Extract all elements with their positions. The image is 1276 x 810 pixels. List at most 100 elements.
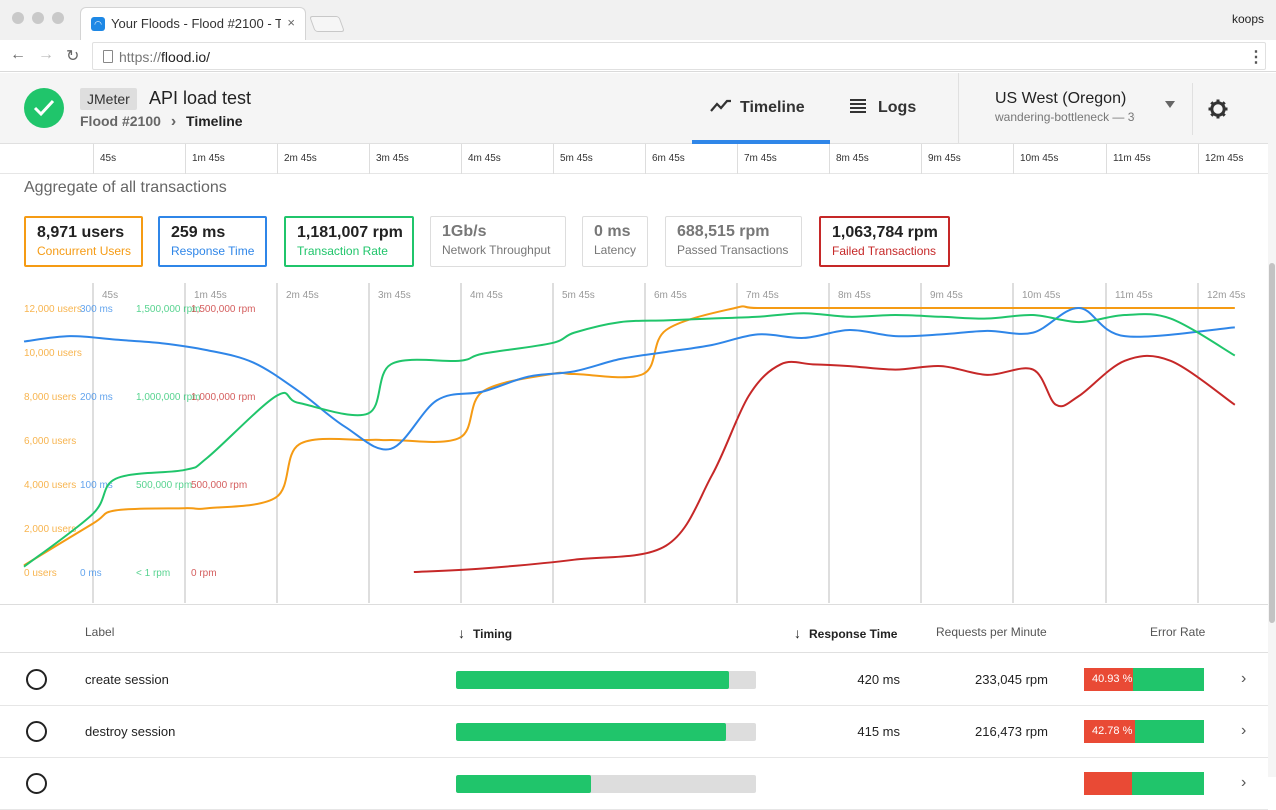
table-row[interactable]: destroy session 415 ms 216,473 rpm 42.78 % › [0, 706, 1268, 758]
reload-icon[interactable]: ↻ [66, 48, 80, 65]
browser-tab-strip: ◠ Your Floods - Flood #2100 - T × koops [0, 0, 1276, 40]
profile-name[interactable]: koops [1231, 12, 1264, 26]
series-line-concurrent-users[interactable] [23, 305, 1235, 567]
y-tick-label: 1,500,000 rpm [136, 304, 201, 315]
x-tick-label: 4m 45s [470, 290, 503, 301]
series-line-failed-transactions[interactable] [413, 354, 1236, 573]
region-selector[interactable]: US West (Oregon) wandering-bottleneck — … [958, 73, 1186, 144]
error-rate-fill [1084, 720, 1136, 743]
stat-value: 8,971 users [37, 224, 125, 241]
maximize-window-button[interactable] [52, 12, 64, 24]
y-tick-label: < 1 rpm [136, 568, 170, 579]
time-tick: 2m 45s [277, 144, 317, 174]
page-scrollbar[interactable] [1268, 73, 1276, 777]
x-tick-label: 6m 45s [654, 290, 687, 301]
y-tick-label: 0 users [24, 568, 57, 579]
x-tick-label: 8m 45s [838, 290, 871, 301]
browser-tab[interactable]: ◠ Your Floods - Flood #2100 - T × [80, 7, 306, 40]
stat-card[interactable]: 8,971 users Concurrent Users [24, 216, 143, 267]
tab-timeline-label: Timeline [740, 99, 805, 116]
stat-card[interactable]: 1Gb/s Network Throughput [430, 216, 566, 267]
error-rate-bar [1084, 772, 1204, 795]
chevron-right-icon[interactable]: › [1241, 670, 1247, 687]
chevron-right-icon[interactable]: › [1241, 722, 1247, 739]
stat-card[interactable]: 0 ms Latency [582, 216, 648, 267]
list-icon [850, 99, 866, 113]
error-rate-column-header[interactable]: Error Rate [1150, 625, 1206, 639]
y-tick-label: 1,000,000 rpm [136, 392, 201, 403]
stat-label: Latency [594, 243, 637, 257]
chevron-down-icon [1165, 101, 1175, 108]
response-time-value: 420 ms [857, 672, 900, 687]
close-window-button[interactable] [12, 12, 24, 24]
y-tick-label: 500,000 rpm [191, 480, 247, 491]
x-tick-label: 3m 45s [378, 290, 411, 301]
timing-bar-fill [456, 723, 726, 741]
stat-label: Failed Transactions [832, 244, 937, 258]
region-name: US West (Oregon) [995, 90, 1127, 107]
flood-favicon-icon: ◠ [91, 17, 105, 31]
label-column-header[interactable]: Label [85, 625, 115, 639]
scrollbar-thumb[interactable] [1269, 263, 1275, 623]
rpm-value: 216,473 rpm [975, 724, 1048, 739]
minimize-window-button[interactable] [32, 12, 44, 24]
gear-icon [1208, 99, 1228, 119]
stat-label: Concurrent Users [37, 244, 132, 258]
row-select-radio[interactable] [26, 669, 47, 690]
tab-logs[interactable]: Logs [850, 73, 930, 144]
browser-toolbar: ← → ↻ https://flood.io/ ⋮ [0, 40, 1276, 72]
timing-column-header[interactable]: ↓ Timing [458, 625, 513, 641]
error-rate-bar: 40.93 % [1084, 668, 1204, 691]
stat-label: Passed Transactions [677, 243, 789, 257]
row-select-radio[interactable] [26, 773, 47, 794]
timeline-chart: 45s 1m 45s 2m 45s 3m 45s 4m 45s 5m 45s 6m 45s 7… [23, 283, 1245, 603]
breadcrumb-flood[interactable]: Flood #2100 [80, 113, 161, 129]
tab-logs-label: Logs [878, 99, 917, 116]
back-icon[interactable]: ← [10, 46, 26, 63]
forward-icon[interactable]: → [38, 46, 54, 63]
stat-card[interactable]: 1,181,007 rpm Transaction Rate [284, 216, 414, 267]
address-bar[interactable]: https://flood.io/ [92, 42, 1266, 70]
time-tick: 12m 45s [1198, 144, 1243, 174]
time-tick: 10m 45s [1013, 144, 1058, 174]
table-row[interactable]: create session 420 ms 233,045 rpm 40.93 % › [0, 654, 1268, 706]
table-header: Label ↓ Timing ↓ Response Time Requests pe… [0, 605, 1268, 653]
table-row[interactable]: › [0, 758, 1268, 810]
timing-bar [456, 723, 756, 741]
y-tick-label: 0 ms [80, 568, 102, 579]
y-tick-label: 200 ms [80, 392, 113, 403]
settings-button[interactable] [1192, 83, 1242, 135]
stat-card[interactable]: 259 ms Response Time [158, 216, 267, 267]
stat-value: 1,063,784 rpm [832, 224, 938, 241]
transaction-label: create session [85, 672, 169, 687]
stat-card[interactable]: 1,063,784 rpm Failed Transactions [819, 216, 950, 267]
row-select-radio[interactable] [26, 721, 47, 742]
series-line-response-time[interactable] [23, 306, 1235, 451]
aggregate-title: Aggregate of all transactions [24, 179, 227, 196]
y-tick-label: 4,000 users [24, 480, 76, 491]
rpm-column-header[interactable]: Requests per Minute [936, 625, 1047, 639]
active-tab-indicator [692, 140, 830, 144]
timing-bar-fill [456, 671, 729, 689]
y-tick-label: 1,500,000 rpm [191, 304, 256, 315]
y-tick-label: 0 rpm [191, 568, 217, 579]
stat-card[interactable]: 688,515 rpm Passed Transactions [665, 216, 802, 267]
error-rate-fill [1084, 772, 1132, 795]
tool-badge: JMeter [80, 88, 137, 110]
tab-timeline[interactable]: Timeline [692, 73, 830, 144]
x-tick-label: 10m 45s [1022, 290, 1060, 301]
breadcrumb: Flood #2100 › Timeline [80, 113, 243, 131]
url-text[interactable]: https://flood.io/ [119, 49, 211, 65]
series-line-transaction-rate[interactable] [23, 312, 1236, 568]
x-tick-label: 9m 45s [930, 290, 963, 301]
stat-value: 688,515 rpm [677, 223, 770, 240]
tab-close-icon[interactable]: × [287, 15, 295, 30]
browser-menu-icon[interactable]: ⋮ [1248, 49, 1264, 66]
stat-value: 259 ms [171, 224, 226, 241]
flood-header: JMeter API load test Flood #2100 › Timel… [0, 73, 1276, 144]
y-tick-label: 8,000 users [24, 392, 76, 403]
grid-name: wandering-bottleneck — 30 nodes [995, 110, 1135, 124]
x-tick-label: 45s [102, 290, 118, 301]
new-tab-button[interactable] [309, 16, 345, 32]
response-time-column-header[interactable]: ↓ Response Time [794, 625, 898, 641]
